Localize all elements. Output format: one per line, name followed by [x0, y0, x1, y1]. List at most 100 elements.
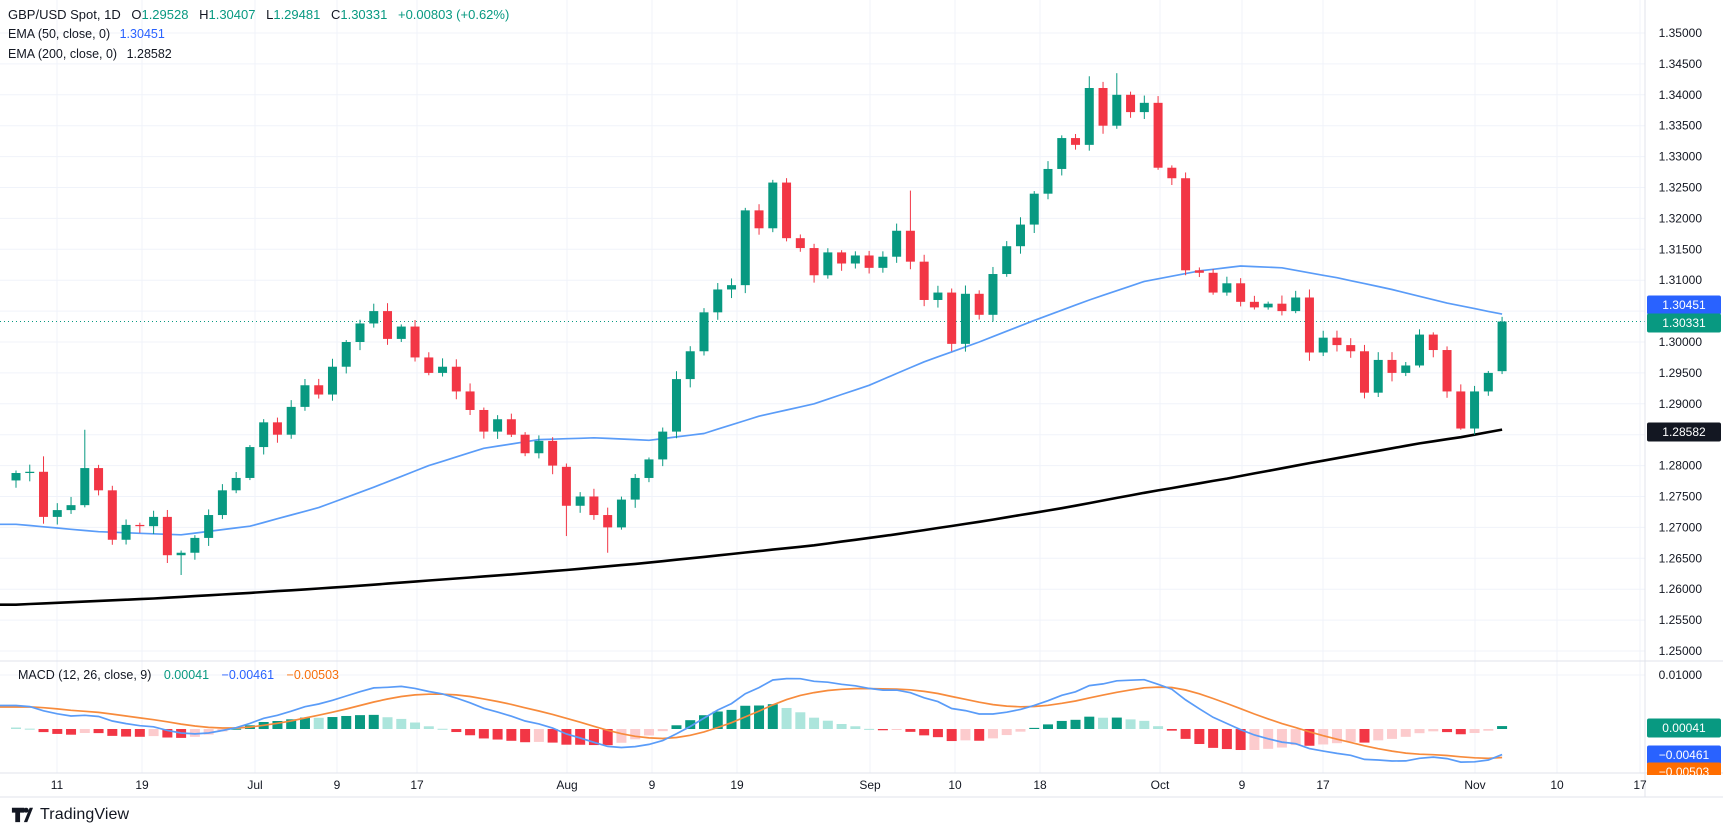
- candlestick-series[interactable]: [11, 73, 1507, 575]
- candle-body: [1428, 334, 1438, 351]
- macd-histogram-bar: [451, 729, 462, 733]
- candle-body: [1304, 297, 1314, 353]
- candle-body: [39, 471, 49, 517]
- macd-histogram-bar: [1483, 729, 1494, 731]
- candle-body: [66, 505, 76, 511]
- candle-body: [1470, 391, 1480, 429]
- candle-body: [947, 292, 957, 344]
- candle-body: [52, 510, 62, 517]
- macd-histogram-bar: [341, 715, 352, 729]
- candle-body: [341, 342, 351, 367]
- price-axis-label: 1.32000: [1659, 211, 1703, 225]
- candle-body: [630, 477, 640, 500]
- time-axis-label: 17: [1633, 778, 1647, 792]
- candle-body: [286, 406, 296, 435]
- tradingview-logo-text: TradingView: [40, 805, 130, 823]
- candle-body: [713, 289, 723, 313]
- candle-body: [1181, 178, 1191, 271]
- macd-histogram-bar: [1180, 729, 1191, 739]
- macd-histogram-bar: [726, 709, 737, 729]
- time-axis-label: 11: [51, 778, 64, 792]
- price-axis-label: 1.26500: [1659, 551, 1703, 565]
- macd-histogram-bar: [1428, 729, 1439, 732]
- macd-histogram-bar: [437, 728, 448, 730]
- macd-histogram-bar: [850, 726, 861, 729]
- price-axis-label: 1.33500: [1659, 119, 1703, 133]
- macd-histogram-bar: [533, 729, 544, 742]
- macd-signal-badge-text: −0.00503: [1659, 765, 1710, 779]
- candle-body: [25, 471, 35, 474]
- candle-body: [960, 293, 970, 344]
- candle-body: [1208, 272, 1218, 293]
- candle-body: [850, 255, 860, 264]
- candle-body: [1098, 88, 1108, 126]
- candle-body: [548, 440, 558, 466]
- macd-histogram-bar: [1166, 729, 1177, 731]
- macd-histogram-bar: [1318, 729, 1329, 745]
- candle-body: [1387, 359, 1397, 373]
- macd-histogram-bar: [671, 725, 682, 729]
- macd-histogram-bar: [836, 724, 847, 729]
- ema50-line: [0, 265, 1503, 536]
- price-axis-label: 1.31000: [1659, 273, 1703, 287]
- time-axis-label: Nov: [1464, 778, 1485, 792]
- candle-body: [644, 459, 654, 478]
- candle-body: [190, 537, 200, 553]
- macd-line-badge: −0.00461: [1647, 745, 1721, 765]
- candle-body: [589, 496, 599, 516]
- macd-line: [0, 677, 1503, 763]
- price-axis-label: 1.29500: [1659, 366, 1703, 380]
- macd-histogram-bar: [630, 729, 641, 740]
- macd-signal-badge: −0.00503: [1647, 762, 1721, 779]
- ema50-badge-bg: [1647, 295, 1721, 315]
- macd-histogram-bar: [506, 729, 517, 741]
- candle-body: [272, 422, 282, 435]
- candle-body: [1153, 102, 1163, 168]
- price-axis-label: 1.34000: [1659, 88, 1703, 102]
- macd-histogram-bar: [1111, 717, 1122, 729]
- candle-body: [933, 292, 943, 300]
- time-axis[interactable]: 11 19 Jul 9 17 Aug 9 19 Sep 10 18 Oct 9 17 Nov 10 17: [51, 778, 1647, 792]
- macd-line-badge-bg: [1647, 745, 1721, 765]
- macd-histogram-bar: [616, 729, 627, 743]
- candle-body: [506, 419, 516, 435]
- candle-body: [823, 252, 833, 276]
- candle-body: [259, 422, 269, 448]
- macd-line-badge-text: −0.00461: [1659, 748, 1710, 762]
- candle-body: [740, 210, 750, 286]
- macd-histogram-bar: [286, 719, 297, 729]
- price-axis-label: 1.27500: [1659, 490, 1703, 504]
- macd-histogram-bar: [932, 729, 943, 738]
- candle-body: [1291, 297, 1301, 312]
- macd-histogram-bar: [712, 711, 723, 729]
- candle-body: [892, 230, 902, 257]
- candle-body: [1346, 345, 1356, 352]
- macd-histogram-bar: [1098, 717, 1109, 729]
- candle-body: [1139, 102, 1149, 113]
- macd-histogram-bar: [795, 712, 806, 729]
- macd-histogram-bar: [121, 729, 132, 737]
- candle-body: [396, 326, 406, 339]
- macd-histogram-bar: [1276, 729, 1287, 748]
- tradingview-logo[interactable]: TradingView: [10, 803, 129, 826]
- candle-body: [727, 285, 737, 290]
- price-pane[interactable]: [0, 265, 1503, 606]
- macd-histogram-bar: [492, 729, 503, 740]
- macd-histogram-bar: [1304, 729, 1315, 746]
- price-axis-label: 1.34500: [1659, 57, 1703, 71]
- macd-histogram-bar: [520, 729, 531, 743]
- macd-histogram-bar: [1084, 716, 1095, 729]
- time-axis-label: 10: [1550, 778, 1564, 792]
- macd-histogram-bar: [1235, 729, 1246, 751]
- candle-body: [451, 366, 461, 392]
- macd-histogram-bar: [643, 729, 654, 736]
- candle-body: [383, 311, 393, 339]
- candle-body: [1318, 337, 1328, 353]
- macd-histogram-bar: [1359, 729, 1370, 743]
- macd-pane[interactable]: [0, 677, 1508, 763]
- macd-histogram-bar: [919, 729, 930, 736]
- macd-histogram-bar: [946, 729, 957, 742]
- candle-body: [300, 385, 310, 407]
